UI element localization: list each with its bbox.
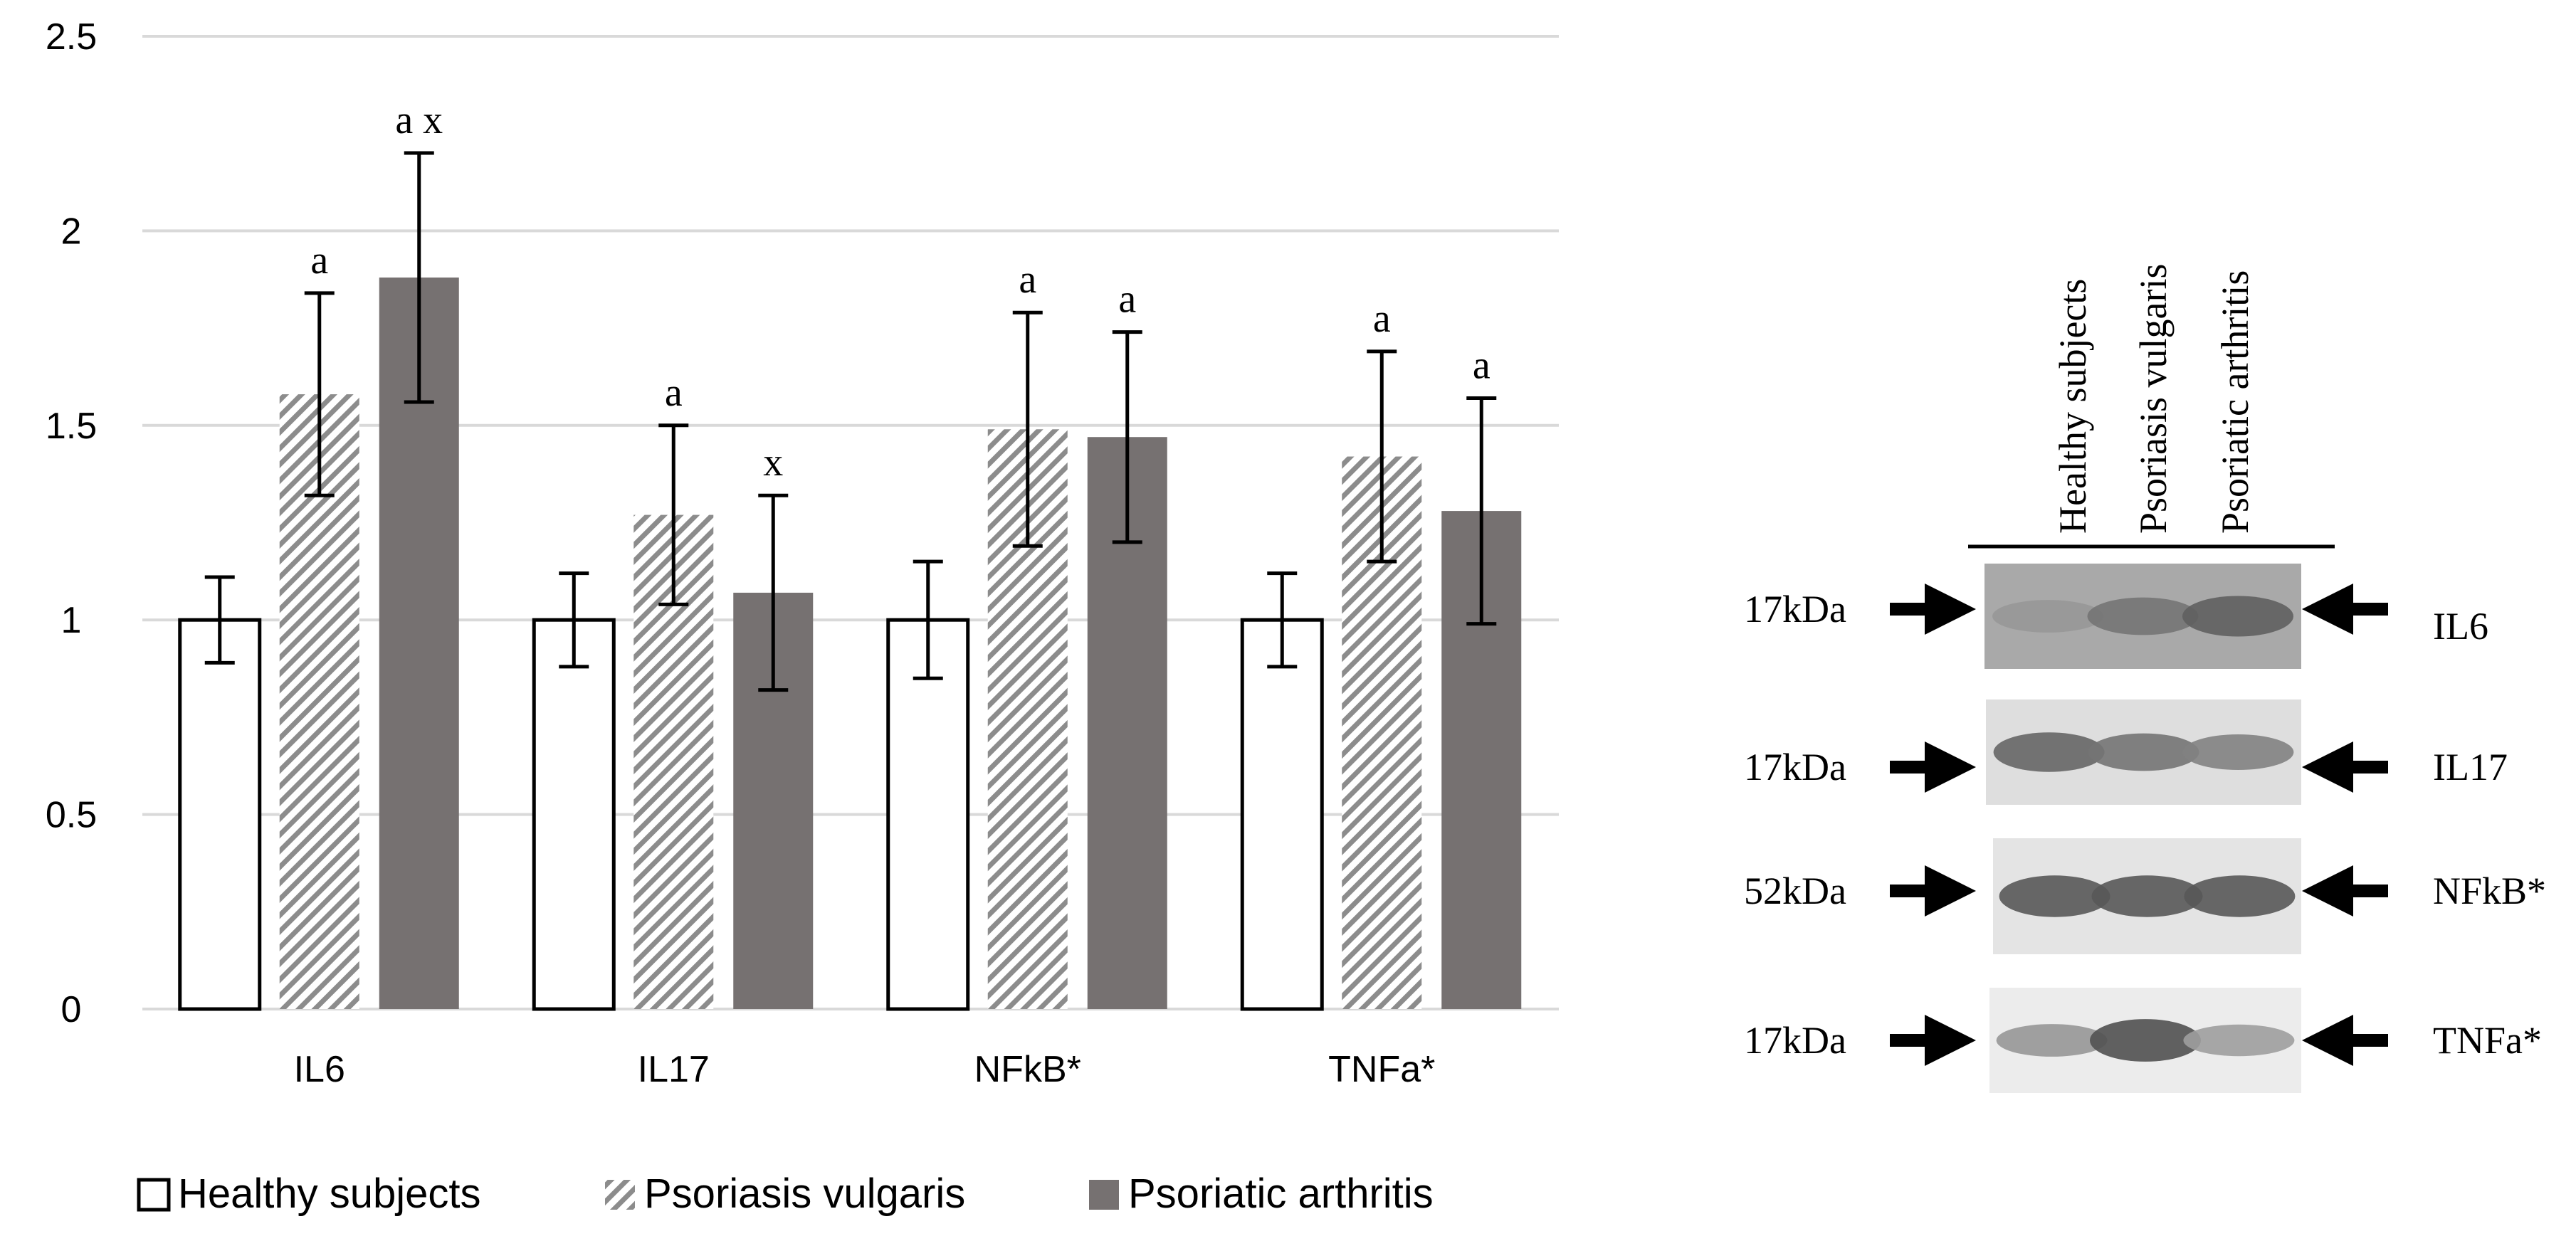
- blot-kda-label: 17kDa: [1744, 1019, 1846, 1062]
- bar: [1240, 618, 1324, 1011]
- x-category-label: IL17: [638, 1049, 710, 1090]
- significance-label: a: [1019, 258, 1036, 302]
- significance-labels: a a x a x a a a a: [310, 98, 1491, 485]
- x-category-label: TNFa*: [1328, 1049, 1435, 1090]
- blot-lane-label: Healthy subjects: [2051, 279, 2094, 534]
- blot-protein-label: IL6: [2433, 605, 2488, 648]
- blot-protein-label: IL17: [2433, 746, 2508, 788]
- y-tick-label: 0: [61, 989, 82, 1030]
- legend-swatch: [605, 1180, 635, 1210]
- y-tick-label: 0.5: [46, 795, 97, 836]
- y-tick-label: 2.5: [46, 16, 97, 58]
- blot-protein-label: NFkB*: [2433, 870, 2546, 912]
- blot-band: [2090, 1019, 2201, 1062]
- bar: [532, 618, 616, 1011]
- significance-label: a: [665, 371, 683, 415]
- blot-band: [1993, 732, 2105, 772]
- significance-label: a: [1373, 297, 1391, 341]
- y-tick-labels: 0 0.5 1 1.5 2 2.5: [46, 16, 97, 1030]
- significance-label: a x: [395, 98, 443, 142]
- blot-lane-label: Psoriasis vulgaris: [2132, 263, 2175, 534]
- legend-label: Healthy subjects: [178, 1171, 481, 1217]
- legend-swatch: [137, 1178, 171, 1212]
- legend-label: Psoriasis vulgaris: [644, 1171, 965, 1217]
- legend-swatch: [1089, 1180, 1119, 1210]
- blot-band: [2088, 733, 2199, 771]
- blot-kda-label: 52kDa: [1744, 870, 1846, 912]
- x-category-label: NFkB*: [974, 1049, 1081, 1090]
- blot-kda-label: 17kDa: [1744, 746, 1846, 788]
- blot-band: [1996, 1024, 2108, 1057]
- blot-band: [2087, 597, 2199, 635]
- significance-label: a: [1473, 344, 1491, 388]
- bar: [178, 618, 262, 1011]
- bars: [178, 278, 1522, 1011]
- legend: Healthy subjects Psoriasis vulgaris Psoria…: [137, 1171, 1434, 1217]
- error-bars: [204, 151, 1497, 692]
- y-tick-label: 1.5: [46, 406, 97, 447]
- blot-lane-label: Psoriatic arthritis: [2214, 270, 2256, 534]
- x-category-labels: IL6 IL17 NFkB* TNFa*: [294, 1049, 1436, 1090]
- blot-band: [1999, 875, 2110, 917]
- blot-protein-label: TNFa*: [2433, 1019, 2542, 1062]
- blot-band: [2182, 596, 2293, 637]
- significance-label: a: [310, 238, 328, 283]
- blot-kda-label: 17kDa: [1744, 588, 1846, 630]
- blot-band: [2184, 875, 2296, 917]
- y-tick-label: 2: [61, 211, 82, 252]
- x-category-label: IL6: [294, 1049, 345, 1090]
- blot-band: [1992, 600, 2103, 633]
- y-tick-label: 1: [61, 600, 82, 641]
- western-blot: Healthy subjects Psoriasis vulgaris Psoria…: [1744, 263, 2546, 1093]
- blot-band: [2091, 875, 2203, 917]
- legend-label: Psoriatic arthritis: [1128, 1171, 1434, 1217]
- blot-band: [2183, 1024, 2295, 1057]
- significance-label: a: [1118, 278, 1136, 322]
- significance-label: x: [763, 440, 783, 485]
- blot-band: [2182, 734, 2294, 770]
